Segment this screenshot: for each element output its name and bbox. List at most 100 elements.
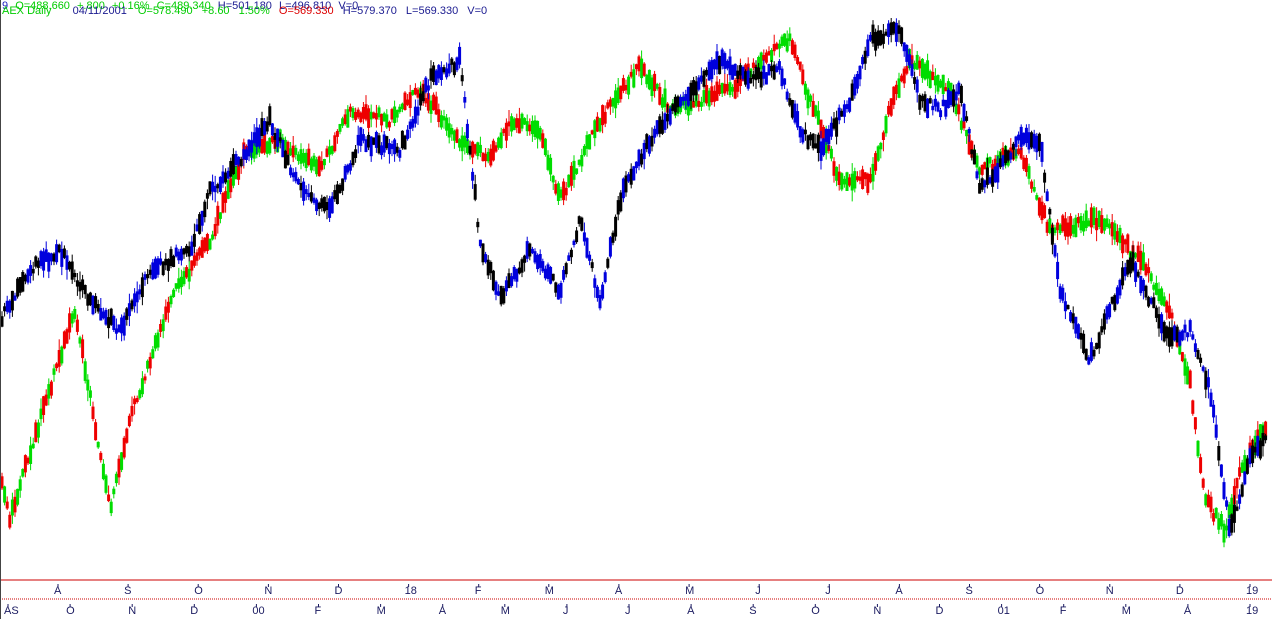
candle-s0-237 (616, 78, 620, 105)
candle-body (1092, 349, 1096, 357)
candle-body (855, 74, 859, 89)
candle-s1-431 (1121, 261, 1125, 290)
candle-body (49, 253, 53, 262)
candle-s1-410 (1066, 304, 1070, 310)
candle-s0-8 (21, 468, 25, 478)
candle-body (151, 349, 155, 359)
candle-s1-254 (660, 111, 664, 135)
candle-s0-31 (81, 334, 85, 364)
candle-body (1253, 446, 1257, 453)
candle-s1-86 (224, 168, 228, 185)
candle-body (806, 89, 810, 109)
candle-s1-397 (1032, 129, 1036, 152)
candle-s0-112 (291, 136, 295, 163)
candle-s0-462 (1201, 477, 1205, 490)
candle-body (720, 82, 724, 94)
candle-s1-44 (114, 318, 118, 340)
candle-body (94, 296, 98, 309)
candle-s1-78 (203, 199, 207, 223)
candle-s0-470 (1222, 520, 1226, 548)
candle-s1-192 (499, 285, 503, 307)
candle-body (1113, 223, 1117, 240)
candle-body (788, 33, 792, 42)
candle-s1-459 (1193, 339, 1197, 357)
candle-body (23, 274, 27, 282)
candle-body (510, 116, 514, 132)
candle-s1-441 (1147, 295, 1151, 308)
candle-body (850, 173, 854, 191)
readout-row1-6: L=496.810 (279, 0, 331, 12)
candle-s0-232 (603, 105, 607, 128)
candle-body (1100, 326, 1104, 333)
candle-s1-201 (523, 254, 527, 272)
candle-body (252, 132, 256, 144)
candle-s1-284 (738, 63, 742, 80)
candle-s0-111 (289, 142, 293, 156)
candle-body (1006, 150, 1010, 161)
candle-body (211, 234, 215, 240)
candle-s1-34 (88, 291, 92, 307)
candle-s1-81 (211, 174, 215, 201)
candle-s0-439 (1141, 244, 1145, 271)
x-axis-lower-label-4: 00 (252, 605, 264, 617)
candle-body (39, 251, 43, 267)
candle-s1-264 (686, 86, 690, 108)
candle-body (481, 243, 485, 263)
candle-body (749, 77, 753, 84)
candle-s1-364 (946, 87, 950, 109)
candle-s0-469 (1219, 511, 1223, 530)
candle-body (858, 65, 862, 80)
candle-s1-5 (13, 292, 17, 301)
candle-body (824, 128, 828, 142)
candle-s1-203 (528, 242, 532, 261)
candle-body (1032, 133, 1036, 149)
candle-s1-51 (133, 288, 137, 313)
candle-body (377, 107, 381, 118)
candle-body (642, 143, 646, 160)
candle-body (335, 131, 339, 137)
candle-body (1097, 210, 1101, 227)
candle-body (694, 81, 698, 96)
candle-s1-162 (421, 84, 425, 104)
x-axis-lower: AS O N D 00 F M A M J J A S O N D 01 F M A 19 (4, 604, 1258, 617)
candle-s1-12 (31, 261, 35, 281)
candle-s1-302 (785, 88, 789, 102)
candle-body (598, 295, 602, 309)
candle-s1-215 (559, 280, 563, 304)
candle-body (70, 261, 74, 280)
candle-s1-476 (1238, 489, 1242, 510)
candle-body (603, 111, 607, 124)
candle-body (320, 160, 324, 170)
candle-s0-120 (312, 153, 316, 172)
candle-s0-375 (975, 153, 979, 171)
candle-body (146, 274, 150, 279)
x-axis-lower-label-15: D (936, 605, 944, 617)
candle-body (468, 145, 472, 155)
candle-body (1167, 327, 1171, 347)
candle-s1-89 (231, 148, 235, 175)
candle-body (278, 137, 282, 142)
x-axis-upper-label-3: N (264, 585, 272, 597)
candle-body (387, 121, 391, 128)
candle-body (1001, 147, 1005, 160)
candle-body (429, 100, 433, 114)
candle-body (939, 80, 943, 88)
candle-body (616, 200, 620, 215)
candle-body (47, 252, 51, 272)
candle-s0-14 (36, 419, 40, 444)
candle-body (894, 22, 898, 42)
candle-s1-119 (309, 185, 313, 204)
candle-body (107, 317, 111, 329)
candle-s1-133 (346, 163, 350, 175)
candle-s0-235 (611, 97, 615, 113)
candle-body (754, 66, 758, 81)
candle-s0-326 (848, 174, 852, 188)
candle-body (923, 63, 927, 80)
candle-body (541, 133, 545, 148)
candle-body (965, 116, 969, 121)
candle-body (837, 107, 841, 121)
candle-body (120, 317, 124, 334)
candle-s0-239 (621, 74, 625, 94)
candle-s0-128 (333, 132, 337, 153)
